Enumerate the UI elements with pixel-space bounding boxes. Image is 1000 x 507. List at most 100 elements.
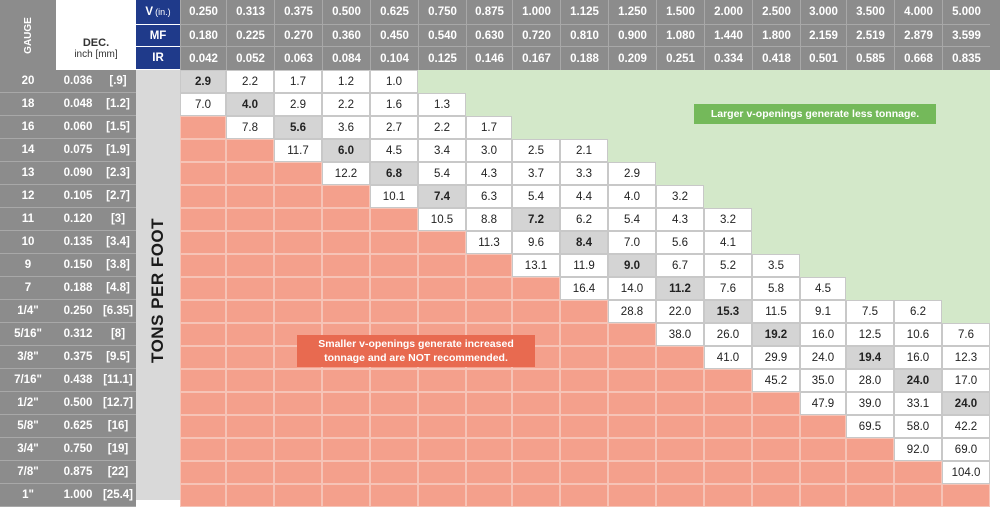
low-tonnage-cell (418, 70, 466, 93)
mm-value: [19] (100, 438, 136, 461)
low-tonnage-cell (560, 93, 608, 116)
ir-value: 0.146 (466, 47, 512, 70)
dec-value: 0.090 (56, 162, 100, 185)
mm-value: [6.35] (100, 300, 136, 323)
tonnage-cell: 8.4 (560, 231, 608, 254)
low-tonnage-cell (560, 70, 608, 93)
tonnage-cell: 17.0 (942, 369, 990, 392)
tonnage-cell: 19.4 (846, 346, 894, 369)
not-recommended-cell (466, 369, 512, 392)
not-recommended-cell (274, 369, 322, 392)
gauge-value: 1" (0, 484, 56, 507)
low-tonnage-cell (846, 162, 894, 185)
not-recommended-cell (800, 461, 846, 484)
not-recommended-cell (608, 438, 656, 461)
tonnage-cell: 7.2 (512, 208, 560, 231)
tonnage-cell: 7.8 (226, 116, 274, 139)
dec-header: DEC. inch [mm] (56, 0, 136, 70)
not-recommended-cell (180, 254, 226, 277)
not-recommended-cell (656, 369, 704, 392)
v-value: 0.500 (322, 0, 370, 25)
tonnage-cell: 12.3 (942, 346, 990, 369)
not-recommended-cell (322, 461, 370, 484)
not-recommended-cell (226, 369, 274, 392)
tonnage-cell: 6.3 (466, 185, 512, 208)
not-recommended-cell (274, 231, 322, 254)
low-tonnage-cell (466, 93, 512, 116)
gauge-value: 7 (0, 277, 56, 300)
tonnage-cell: 2.9 (608, 162, 656, 185)
tonnage-cell: 104.0 (942, 461, 990, 484)
not-recommended-cell (370, 461, 418, 484)
not-recommended-cell (418, 461, 466, 484)
tonnage-cell: 8.8 (466, 208, 512, 231)
mm-value: [3.4] (100, 231, 136, 254)
low-tonnage-cell (846, 70, 894, 93)
not-recommended-cell (560, 369, 608, 392)
not-recommended-cell (704, 392, 752, 415)
low-tonnage-cell (942, 254, 990, 277)
not-recommended-cell (370, 208, 418, 231)
tonnage-cell: 16.0 (894, 346, 942, 369)
not-recommended-cell (370, 231, 418, 254)
not-recommended-cell (370, 392, 418, 415)
gauge-value: 7/16" (0, 369, 56, 392)
not-recommended-cell (322, 392, 370, 415)
low-tonnage-cell (656, 93, 704, 116)
ir-value: 0.104 (370, 47, 418, 70)
not-recommended-cell (704, 369, 752, 392)
tonnage-cell: 5.6 (656, 231, 704, 254)
low-tonnage-cell (942, 162, 990, 185)
not-recommended-cell (466, 484, 512, 507)
v-value: 1.000 (512, 0, 560, 25)
not-recommended-cell (180, 277, 226, 300)
mm-value: [1.5] (100, 116, 136, 139)
low-tonnage-cell (942, 139, 990, 162)
not-recommended-cell (418, 254, 466, 277)
tonnage-cell: 11.3 (466, 231, 512, 254)
tonnage-cell: 16.0 (800, 323, 846, 346)
not-recommended-cell (656, 438, 704, 461)
tonnage-cell: 42.2 (942, 415, 990, 438)
not-recommended-cell (322, 369, 370, 392)
tonnage-cell: 24.0 (800, 346, 846, 369)
low-tonnage-cell (752, 139, 800, 162)
low-tonnage-cell (894, 208, 942, 231)
not-recommended-cell (180, 415, 226, 438)
gauge-value: 14 (0, 139, 56, 162)
tonnage-cell: 1.6 (370, 93, 418, 116)
tonnage-cell: 6.0 (322, 139, 370, 162)
not-recommended-cell (274, 484, 322, 507)
tonnage-cell: 58.0 (894, 415, 942, 438)
low-tonnage-cell (846, 277, 894, 300)
gauge-value: 13 (0, 162, 56, 185)
low-tonnage-cell (942, 93, 990, 116)
v-row-label: V (in.) (136, 0, 180, 25)
tonnage-cell: 15.3 (704, 300, 752, 323)
ir-value: 0.251 (656, 47, 704, 70)
tonnage-cell: 2.9 (274, 93, 322, 116)
tonnage-cell: 4.0 (226, 93, 274, 116)
gauge-value: 7/8" (0, 461, 56, 484)
tonnage-cell: 12.5 (846, 323, 894, 346)
mf-value: 3.599 (942, 25, 990, 47)
not-recommended-cell (274, 185, 322, 208)
not-recommended-cell (180, 162, 226, 185)
mm-value: [25.4] (100, 484, 136, 507)
low-tonnage-cell (800, 254, 846, 277)
not-recommended-cell (704, 415, 752, 438)
not-recommended-cell (274, 162, 322, 185)
not-recommended-cell (560, 438, 608, 461)
not-recommended-cell (180, 139, 226, 162)
low-tonnage-cell (800, 70, 846, 93)
tonnage-cell: 4.4 (560, 185, 608, 208)
dec-value: 0.150 (56, 254, 100, 277)
tonnage-cell: 10.1 (370, 185, 418, 208)
tonnage-cell: 24.0 (894, 369, 942, 392)
not-recommended-cell (560, 461, 608, 484)
not-recommended-cell (226, 438, 274, 461)
not-recommended-cell (180, 484, 226, 507)
not-recommended-cell (322, 185, 370, 208)
mf-value: 0.270 (274, 25, 322, 47)
not-recommended-cell (512, 369, 560, 392)
